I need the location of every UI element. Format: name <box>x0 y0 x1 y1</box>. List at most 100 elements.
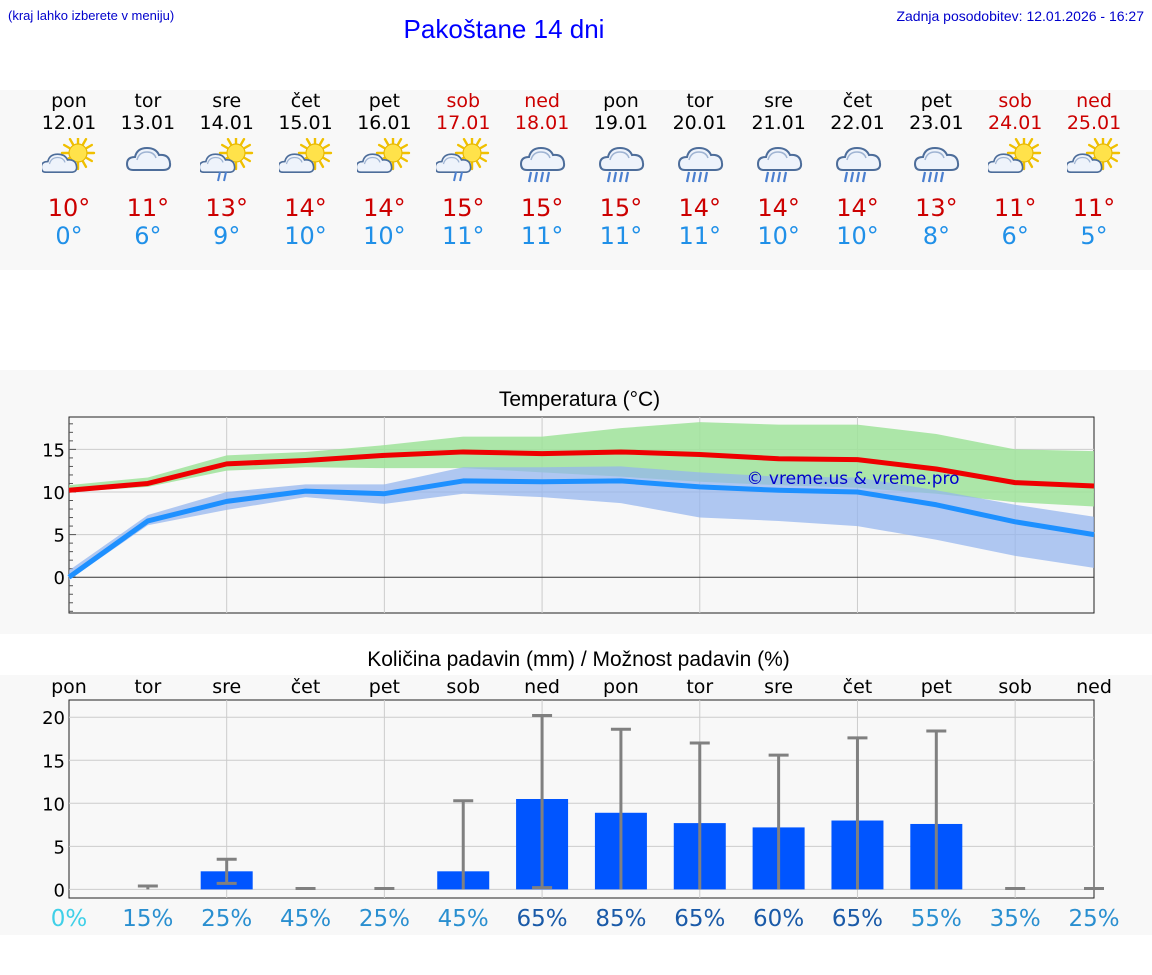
max-temperature: 11° <box>126 194 170 222</box>
cloud-shape <box>914 146 960 171</box>
precip-probability: 85% <box>595 906 646 932</box>
sun-ray <box>476 160 482 169</box>
small-cloud <box>436 153 472 174</box>
last-update: Zadnja posodobitev: 12.01.2026 - 16:27 <box>896 8 1144 24</box>
sun-ray <box>305 138 311 146</box>
precip-probability: 35% <box>990 906 1041 932</box>
sun-ray <box>81 160 88 169</box>
cloud-icon <box>125 146 171 171</box>
cloud-shape <box>520 146 566 171</box>
sun-rays <box>376 138 411 171</box>
sun-ray <box>457 143 465 150</box>
max-temperature: 11° <box>993 194 1037 222</box>
sun-ray <box>1031 156 1040 163</box>
cloud-highlight <box>1073 156 1091 165</box>
max-temperature: 13° <box>205 194 248 222</box>
rain-drop <box>928 171 933 183</box>
min-temperature: 11° <box>678 222 722 250</box>
drizzle-drop <box>216 171 221 182</box>
rain-drop <box>534 171 539 183</box>
day-name: pon <box>51 90 87 112</box>
sun-ray <box>397 160 403 169</box>
cloud-highlight <box>766 151 788 161</box>
day-date: 12.01 <box>41 112 97 134</box>
sun-cloud-icon <box>278 138 332 174</box>
sun-ray <box>384 138 390 146</box>
min-temperature: 6° <box>1001 222 1029 250</box>
sun-ray <box>81 138 88 146</box>
cloud-highlight <box>285 156 303 165</box>
sun-ray <box>220 143 229 150</box>
drizzle-drop <box>459 171 464 182</box>
cloud-highlight <box>530 151 551 161</box>
small-cloud <box>278 153 314 174</box>
rain-drop <box>922 171 927 183</box>
sun-disc <box>1093 143 1113 163</box>
cloud <box>835 146 881 171</box>
sun-ray <box>1087 143 1096 150</box>
max-temperature: 14° <box>284 194 327 222</box>
precip-y-tick-label: 20 <box>42 708 65 729</box>
max-temperature: 13° <box>915 194 958 222</box>
cloud <box>598 146 645 171</box>
max-temperature: 15° <box>599 194 643 222</box>
rain-drop <box>691 171 696 183</box>
sun-ray <box>1027 160 1034 169</box>
sun-cloud-drizzle-icon <box>199 138 253 182</box>
small-cloud <box>988 153 1024 174</box>
precip-y-tick-label: 15 <box>42 751 65 772</box>
precip-x-label: tor <box>134 676 161 698</box>
sun-ray <box>1014 138 1021 146</box>
min-temperature: 11° <box>599 222 643 250</box>
min-temperature: 0° <box>55 222 83 250</box>
sun-ray <box>400 143 409 150</box>
cloud <box>756 146 802 171</box>
rain-drop <box>697 171 702 183</box>
cloud-highlight <box>924 151 946 161</box>
sun-disc <box>383 143 403 163</box>
day-date: 25.01 <box>1066 112 1122 134</box>
min-temperature: 10° <box>363 222 406 250</box>
day-column: ned 25.01 11° 5° <box>1055 90 1133 250</box>
cloud-shape <box>278 153 314 174</box>
precip-x-label: pet <box>921 676 952 698</box>
cloud-rain-icon <box>520 146 566 183</box>
cloud-shape <box>42 153 78 174</box>
sun-ray <box>479 156 488 163</box>
precip-probability: 45% <box>438 906 489 932</box>
sun-ray <box>1093 138 1100 146</box>
sun-cloud-drizzle-icon <box>436 138 490 182</box>
temp-y-tick-label: 5 <box>54 526 65 547</box>
min-temperature: 6° <box>134 222 162 250</box>
min-temp-range-band <box>69 466 1094 580</box>
sun-disc <box>226 143 246 163</box>
small-cloud <box>42 153 78 174</box>
precip-x-label: čet <box>291 676 321 698</box>
sun-ray <box>318 160 324 169</box>
cloud-shape <box>988 153 1024 174</box>
sun-ray <box>476 138 482 146</box>
sun-ray <box>62 143 71 150</box>
rain-drop <box>685 171 690 183</box>
rain-drop <box>546 171 551 183</box>
sun-disc <box>462 143 482 163</box>
small-cloud <box>357 153 393 174</box>
sun-ray <box>243 156 251 163</box>
rain-drop <box>612 171 618 183</box>
daily-summary-band: pon 12.01 10° 0° tor 13.01 11° 6° sre 14.01 13° 9° č… <box>0 90 1152 270</box>
sun-ray <box>226 138 232 146</box>
day-name: čet <box>290 90 321 112</box>
sun-cloud-icon <box>1067 138 1121 174</box>
cloud-shape <box>436 153 472 174</box>
sun-ray <box>1009 143 1017 150</box>
rain-drop <box>618 171 624 183</box>
day-name: tor <box>134 90 162 112</box>
min-temperature: 8° <box>922 222 950 250</box>
day-date: 20.01 <box>672 112 727 134</box>
min-temperature: 11° <box>520 222 564 250</box>
sun-ray <box>239 138 245 146</box>
cloud-rain-icon <box>835 146 881 183</box>
rain-drop <box>528 171 533 183</box>
precip-x-label: pon <box>603 676 639 698</box>
cloud-highlight <box>48 156 66 165</box>
